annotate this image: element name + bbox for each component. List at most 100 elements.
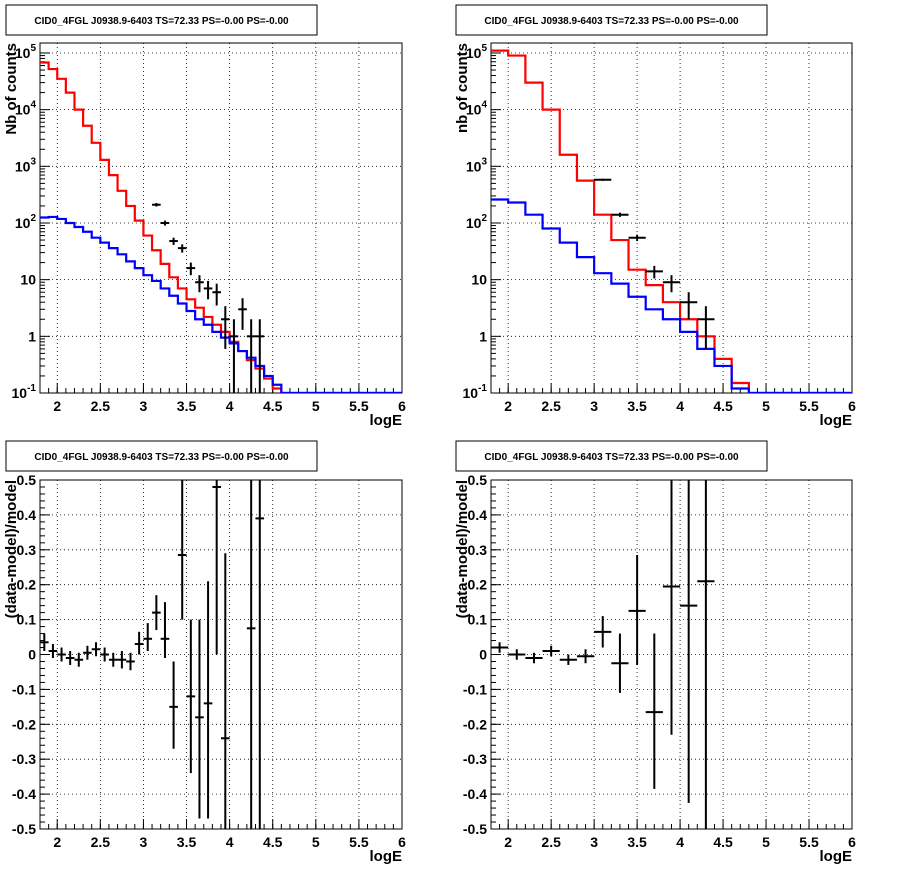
y-tick-label: 10	[20, 272, 36, 288]
x-tick-label: 5.5	[799, 398, 819, 414]
y-tick-label: 105	[466, 43, 488, 61]
y-tick-label: 102	[466, 213, 488, 231]
residual-point	[255, 480, 265, 829]
residual-point	[508, 649, 526, 660]
y-tick-label: -0.5	[463, 821, 487, 837]
x-tick-label: 4.5	[713, 834, 733, 850]
chart-title-box	[5, 440, 318, 472]
y-tick-label: -0.3	[463, 751, 487, 767]
y-tick-label: -0.2	[12, 716, 36, 732]
x-tick-label: 2.5	[91, 834, 111, 850]
x-tick-label: 6	[398, 398, 406, 414]
residual-point	[40, 633, 49, 652]
residual-point	[177, 480, 187, 620]
x-tick-label: 5	[762, 834, 770, 850]
chart-title: CID0_4FGL J0938.9-6403 TS=72.33 PS=-0.00…	[484, 16, 739, 27]
x-tick-label: 2	[504, 398, 512, 414]
data-point	[212, 283, 221, 306]
residual-point	[117, 651, 127, 669]
y-tick-label: 0	[479, 647, 487, 663]
data-point	[169, 237, 178, 245]
y-tick-label: 0.3	[17, 542, 37, 558]
y-tick-label: 1	[28, 328, 36, 344]
residual-point	[212, 480, 221, 655]
x-tick-label: 5	[762, 398, 770, 414]
x-tick-label: 4	[226, 398, 234, 414]
x-tick-label: 2	[504, 834, 512, 850]
x-tick-label: 3	[140, 834, 148, 850]
residual-point	[195, 619, 204, 819]
x-tick-label: 4	[226, 834, 234, 850]
x-tick-label: 2	[53, 398, 61, 414]
plot-data-area	[40, 480, 265, 829]
plot-data-area	[491, 480, 715, 829]
y-axis-label: (data-model)/model	[454, 480, 471, 618]
residual-point	[186, 619, 196, 774]
y-tick-label: -0.2	[463, 716, 487, 732]
x-tick-label: 3.5	[177, 834, 197, 850]
data-point	[255, 319, 265, 393]
residual-point	[203, 581, 213, 819]
x-tick-label: 3	[590, 398, 598, 414]
y-tick-label: 10-1	[463, 383, 488, 401]
x-tick-label: 4.5	[263, 398, 283, 414]
x-tick-label: 6	[398, 834, 406, 850]
y-axis-label: nb of counts	[454, 43, 471, 133]
x-axis-label: logE	[370, 412, 403, 429]
chart-title-box	[455, 440, 768, 472]
data-point	[186, 262, 196, 276]
residual-point	[152, 595, 161, 631]
x-tick-label: 2.5	[541, 834, 561, 850]
y-tick-label: 10-1	[12, 383, 37, 401]
residual-point	[645, 633, 663, 789]
y-tick-label: -0.4	[12, 786, 36, 802]
chart-title: CID0_4FGL J0938.9-6403 TS=72.33 PS=-0.00…	[484, 452, 739, 463]
plot-frame	[490, 42, 853, 394]
residual-point	[83, 645, 92, 660]
y-axis-label: (data-model)/model	[3, 480, 20, 618]
y-tick-label: 0.2	[17, 577, 37, 593]
data-point	[177, 244, 187, 253]
y-tick-label: 0.1	[17, 612, 37, 628]
data-point	[662, 275, 681, 293]
data-point	[160, 220, 170, 226]
x-tick-label: 5.5	[349, 398, 369, 414]
y-tick-label: 1	[479, 328, 487, 344]
residual-point	[134, 631, 144, 655]
chart-title: CID0_4FGL J0938.9-6403 TS=72.33 PS=-0.00…	[34, 16, 289, 27]
model-histogram-blue	[491, 198, 852, 393]
y-tick-label: -0.5	[12, 821, 36, 837]
x-axis-label: logE	[370, 848, 403, 865]
x-tick-label: 2.5	[541, 398, 561, 414]
model-histogram-red	[40, 61, 402, 393]
data-point	[594, 178, 612, 181]
x-tick-label: 5	[312, 398, 320, 414]
data-point	[195, 275, 204, 293]
chart-title-box	[455, 4, 768, 36]
chart-panel-4: CID0_4FGL J0938.9-6403 TS=72.33 PS=-0.00…	[454, 440, 856, 865]
y-tick-label: 104	[466, 100, 488, 118]
residual-point	[246, 480, 256, 829]
residual-point	[48, 644, 58, 658]
y-tick-label: -0.1	[463, 681, 487, 697]
chart-title: CID0_4FGL J0938.9-6403 TS=72.33 PS=-0.00…	[34, 452, 289, 463]
y-tick-label: 0.4	[468, 507, 488, 523]
x-tick-label: 4.5	[263, 834, 283, 850]
y-tick-label: 103	[15, 156, 37, 174]
residual-point	[100, 647, 109, 662]
residual-point	[525, 652, 543, 664]
x-tick-label: 5	[312, 834, 320, 850]
y-tick-label: 0	[28, 647, 36, 663]
residual-point	[611, 633, 629, 693]
y-tick-label: 0.5	[17, 472, 37, 488]
chart-panel-3: CID0_4FGL J0938.9-6403 TS=72.33 PS=-0.00…	[3, 440, 406, 865]
y-tick-label: 0.1	[468, 612, 488, 628]
data-point	[246, 319, 256, 393]
residual-point	[65, 651, 75, 665]
model-histogram-blue	[40, 215, 402, 393]
residual-point	[160, 602, 170, 658]
y-tick-label: 102	[15, 213, 37, 231]
x-tick-label: 2	[53, 834, 61, 850]
residual-point	[559, 654, 577, 665]
